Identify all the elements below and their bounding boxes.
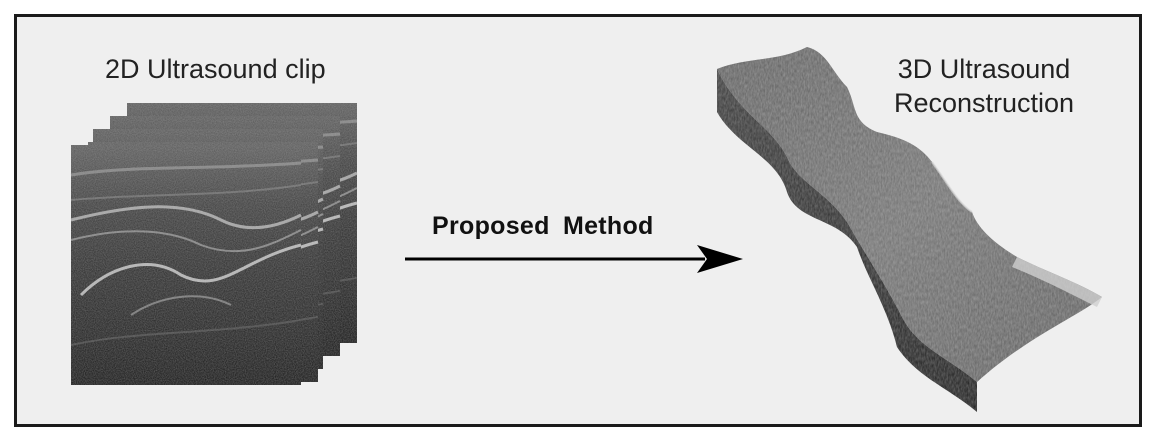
output-title-line2: Reconstruction — [893, 88, 1075, 118]
method-label: Proposed Method — [432, 212, 654, 240]
output-title-line1: 3D Ultrasound — [897, 54, 1071, 84]
3d-volume-render — [717, 47, 1102, 412]
figure-frame: 2D Ultrasound clip 3D Ultrasound Reconst… — [14, 14, 1142, 427]
process-arrow — [405, 245, 743, 273]
output-reconstruction-title: 3D Ultrasound Reconstruction — [869, 52, 1099, 120]
input-clip-title: 2D Ultrasound clip — [105, 54, 326, 84]
